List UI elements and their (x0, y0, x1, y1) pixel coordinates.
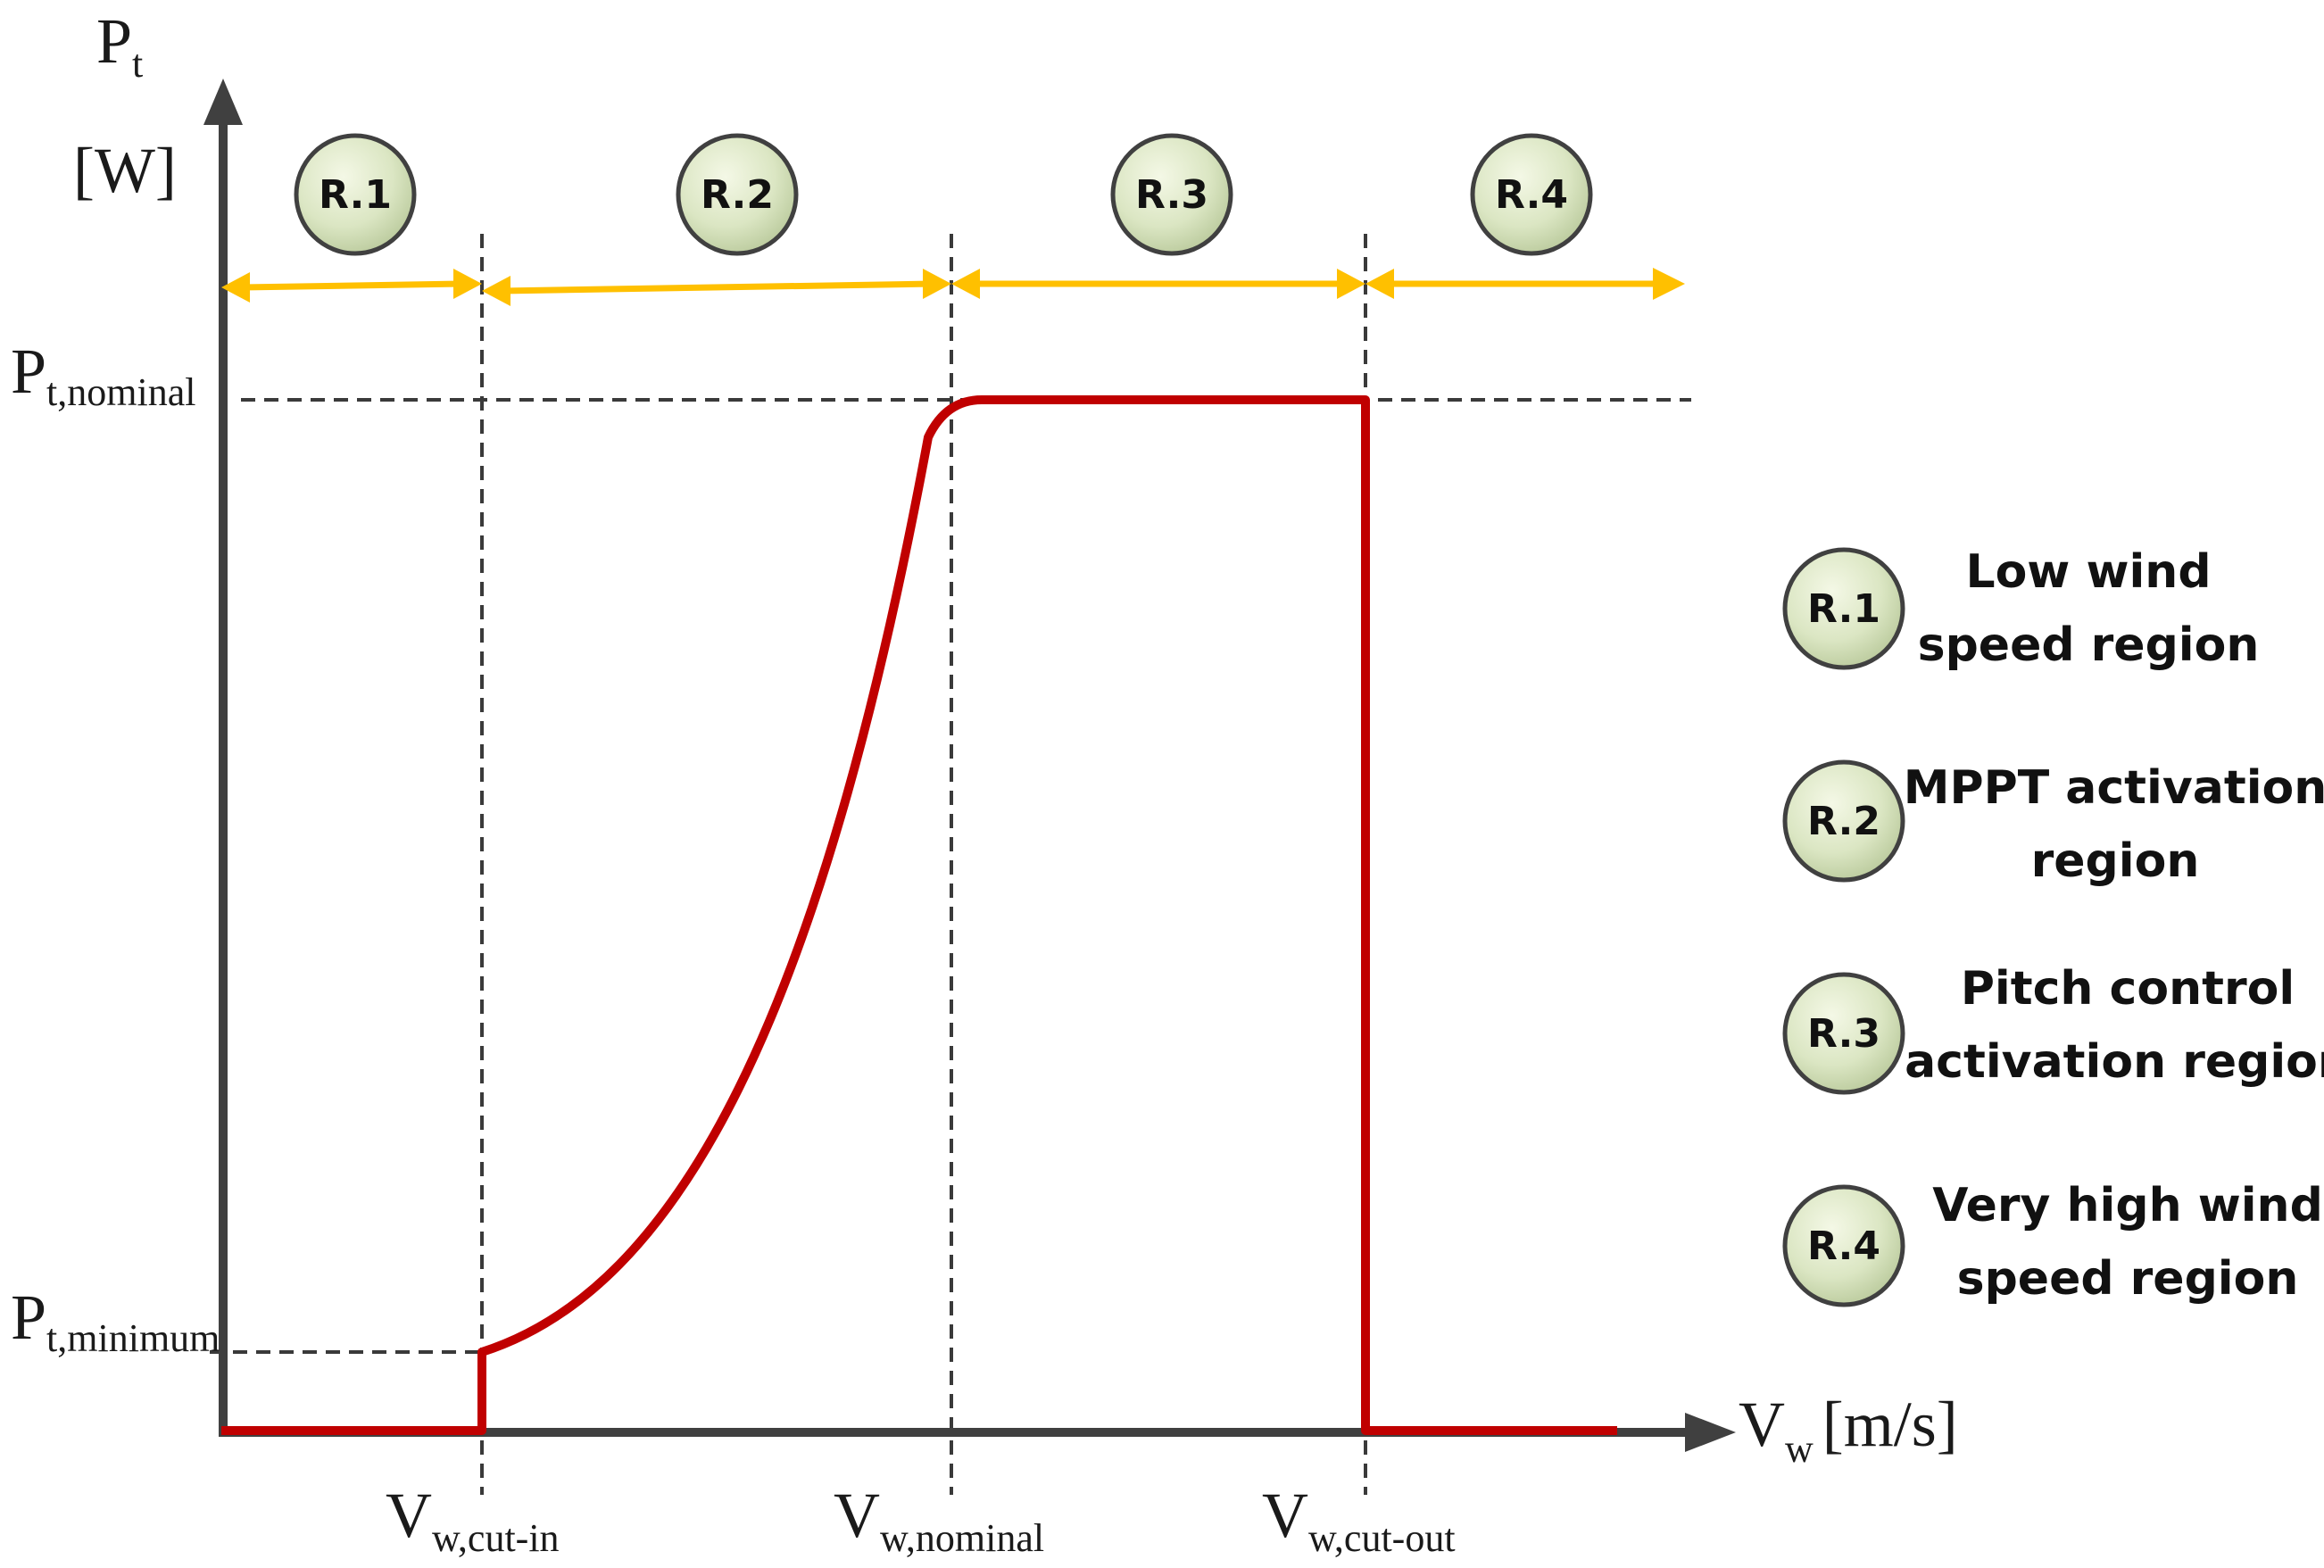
nominal-power-subscript: t,nominal (46, 370, 195, 414)
legend-text-line2: activation region (1905, 1035, 2324, 1089)
region-badge-label: R.3 (1135, 172, 1208, 218)
legend-badge-label: R.2 (1807, 799, 1880, 844)
region-badge-r2: R.2 (676, 133, 799, 256)
range-r4-left-arrowhead-icon (1365, 269, 1394, 299)
cut-out-symbol: V (1262, 1480, 1308, 1551)
range-r2 (501, 280, 933, 295)
power-curve (221, 395, 1617, 1435)
range-r3-left-arrowhead-icon (951, 269, 980, 299)
nominal-power-label: Pt,nominal (11, 336, 195, 414)
range-r1-left-arrowhead-icon (221, 272, 250, 303)
nominal-speed-label: Vw,nominal (834, 1480, 1044, 1560)
legend-badge-label: R.3 (1807, 1011, 1880, 1057)
region-badge-label: R.2 (701, 172, 774, 218)
legend-text-line1: Very high wind (1932, 1179, 2323, 1232)
x-axis-unit: [m/s] (1822, 1389, 1958, 1460)
y-axis-subscript: t (132, 42, 143, 86)
x-axis-symbol: V (1739, 1389, 1785, 1460)
minimum-power-subscript: t,minimum (46, 1316, 220, 1360)
legend-text-line2: region (2031, 834, 2200, 888)
cut-out-speed-label: Vw,cut-out (1262, 1480, 1456, 1560)
region-badge-r4: R.4 (1470, 133, 1593, 256)
region-badge-r1: R.1 (294, 133, 417, 256)
y-axis-arrow-icon (203, 79, 243, 125)
x-axis-arrow-icon (1685, 1413, 1736, 1452)
y-axis-unit: [W] (73, 135, 177, 206)
cut-in-symbol: V (386, 1480, 432, 1551)
y-axis-symbol: P (96, 5, 132, 77)
region-badge-r3: R.3 (1110, 133, 1233, 256)
legend-text-line2: speed region (1918, 618, 2260, 672)
y-axis-title: Pt [W] (73, 5, 177, 206)
nominal-speed-symbol: V (834, 1480, 880, 1551)
legend-badge-label: R.4 (1807, 1224, 1880, 1269)
legend-text-line1: MPPT activation (1904, 761, 2324, 815)
legend-badge-label: R.1 (1807, 586, 1880, 632)
legend-item-r3: R.3 Pitch control activation region (1782, 962, 2324, 1095)
cut-in-subscript: w,cut-in (432, 1516, 560, 1560)
range-r3-right-arrowhead-icon (1337, 269, 1365, 299)
legend-item-r2: R.2 MPPT activation region (1782, 759, 2324, 888)
range-r4-right-arrowhead-icon (1653, 268, 1685, 300)
cut-in-speed-label: Vw,cut-in (386, 1480, 560, 1560)
region-badge-label: R.4 (1495, 172, 1568, 218)
legend-item-r1: R.1 Low wind speed region (1782, 545, 2260, 672)
nominal-speed-subscript: w,nominal (880, 1516, 1044, 1560)
legend: R.1 Low wind speed region R.2 MPPT activ… (1782, 545, 2324, 1307)
x-axis-subscript: w (1785, 1427, 1814, 1471)
legend-item-r4: R.4 Very high wind speed region (1782, 1179, 2323, 1307)
cut-out-subscript: w,cut-out (1308, 1516, 1456, 1560)
range-r1 (242, 280, 463, 291)
range-r2-left-arrowhead-icon (482, 276, 510, 306)
svg-text:Pt: Pt (96, 5, 143, 86)
minimum-power-symbol: P (11, 1282, 46, 1353)
range-r1-right-arrowhead-icon (453, 269, 482, 299)
legend-text-line1: Pitch control (1961, 962, 2295, 1016)
region-badge-label: R.1 (319, 172, 392, 218)
guide-lines (210, 234, 1691, 1495)
legend-text-line2: speed region (1957, 1252, 2299, 1306)
nominal-power-symbol: P (11, 336, 46, 407)
minimum-power-label: Pt,minimum (11, 1282, 220, 1360)
region-range-arrows (221, 268, 1685, 306)
range-r2-right-arrowhead-icon (923, 269, 951, 299)
region-badges: R.1 R.2 R.3 R.4 (294, 133, 1593, 256)
x-axis-title: Vw [m/s] (1739, 1389, 1958, 1471)
legend-text-line1: Low wind (1965, 545, 2211, 599)
